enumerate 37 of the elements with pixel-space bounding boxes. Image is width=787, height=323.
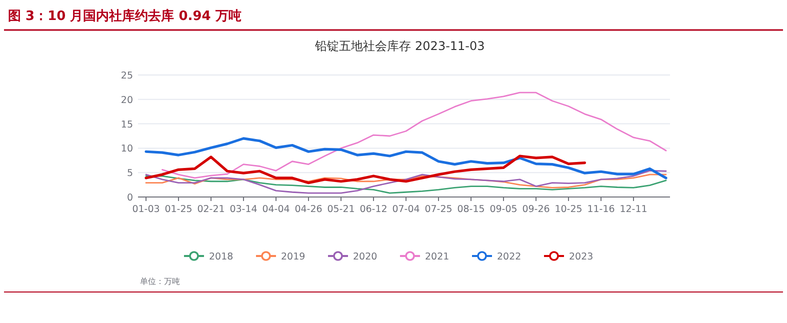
x-tick-label: 11-16	[587, 204, 615, 215]
y-tick-label: 5	[126, 168, 133, 180]
line-series	[145, 174, 667, 188]
x-tick-label: 04-04	[262, 204, 290, 215]
text: 单位：万吨	[140, 277, 180, 286]
line-series	[144, 154, 586, 184]
y-tick-label: 15	[120, 119, 133, 130]
x-tick-label: 07-04	[392, 204, 420, 215]
x-tick-label: 12-11	[620, 204, 648, 215]
caption: 图 3：10 月国内社库约去库 0.94 万吨	[8, 8, 242, 24]
legend-label: 2021	[425, 252, 450, 262]
chart-title: 铅锭五地社会库存 2023-11-03	[314, 39, 485, 53]
line-series	[145, 170, 667, 194]
y-tick-label: 20	[120, 94, 133, 106]
x-tick-label: 01-25	[164, 204, 192, 215]
legend-label: 2020	[353, 252, 378, 262]
x-tick-label: 09-26	[522, 204, 550, 215]
x-tick-label: 04-26	[294, 204, 322, 215]
y-tick-label: 10	[120, 144, 133, 155]
legend-label: 2018	[209, 252, 234, 262]
x-tick-label: 08-15	[457, 204, 485, 215]
legend-label: 2022	[497, 252, 522, 262]
x-tick-label: 05-21	[327, 204, 355, 215]
line-series	[162, 92, 667, 179]
line-series	[144, 137, 668, 180]
x-tick-label: 03-14	[230, 204, 258, 215]
x-tick-label: 02-21	[197, 204, 225, 215]
y-tick-label: 25	[120, 70, 133, 82]
legend-label: 2023	[569, 252, 594, 262]
x-tick-label: 09-05	[490, 204, 518, 215]
x-tick-label: 07-25	[424, 204, 452, 215]
x-tick-label: 10-25	[554, 204, 582, 215]
legend-label: 2019	[281, 252, 306, 262]
x-tick-label: 06-12	[360, 204, 388, 215]
x-tick-label: 01-03	[132, 204, 160, 215]
y-tick-label: 0	[126, 192, 133, 204]
line-series	[145, 175, 667, 194]
